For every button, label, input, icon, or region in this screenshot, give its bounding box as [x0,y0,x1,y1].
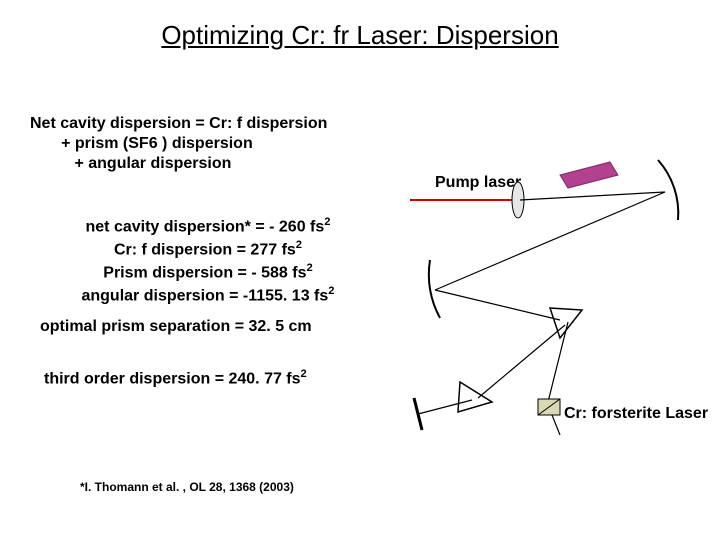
val-net: net cavity dispersion* = - 260 fs2 [48,215,368,238]
crystal-icon [560,162,618,188]
cavity-diagram [400,150,710,450]
beam2 [435,192,665,290]
third-order-dispersion: third order dispersion = 240. 77 fs2 [44,368,307,388]
eq-line-3: + angular dispersion [30,154,327,174]
val-prism: Prism dispersion = - 588 fs2 [48,261,368,284]
beam1 [520,192,665,200]
end-mirror [414,398,422,430]
val-crf: Cr: f dispersion = 277 fs2 [48,238,368,261]
val-ang: angular dispersion = -1155. 13 fs2 [48,284,368,307]
eq-line-1: Net cavity dispersion = Cr: f dispersion [30,114,327,134]
reference: *I. Thomann et al. , OL 28, 1368 (2003) [80,480,294,494]
equation-block: Net cavity dispersion = Cr: f dispersion… [30,114,327,174]
values-block: net cavity dispersion* = - 260 fs2 Cr: f… [48,215,368,308]
prism-separation: optimal prism separation = 32. 5 cm [40,318,312,336]
eq-line-2: + prism (SF6 ) dispersion [30,134,327,154]
beam3 [435,290,560,320]
beam5 [418,400,472,414]
curved-mirror-top [658,160,678,220]
page-title: Optimizing Cr: fr Laser: Dispersion [0,20,720,51]
prism-2 [458,382,492,412]
